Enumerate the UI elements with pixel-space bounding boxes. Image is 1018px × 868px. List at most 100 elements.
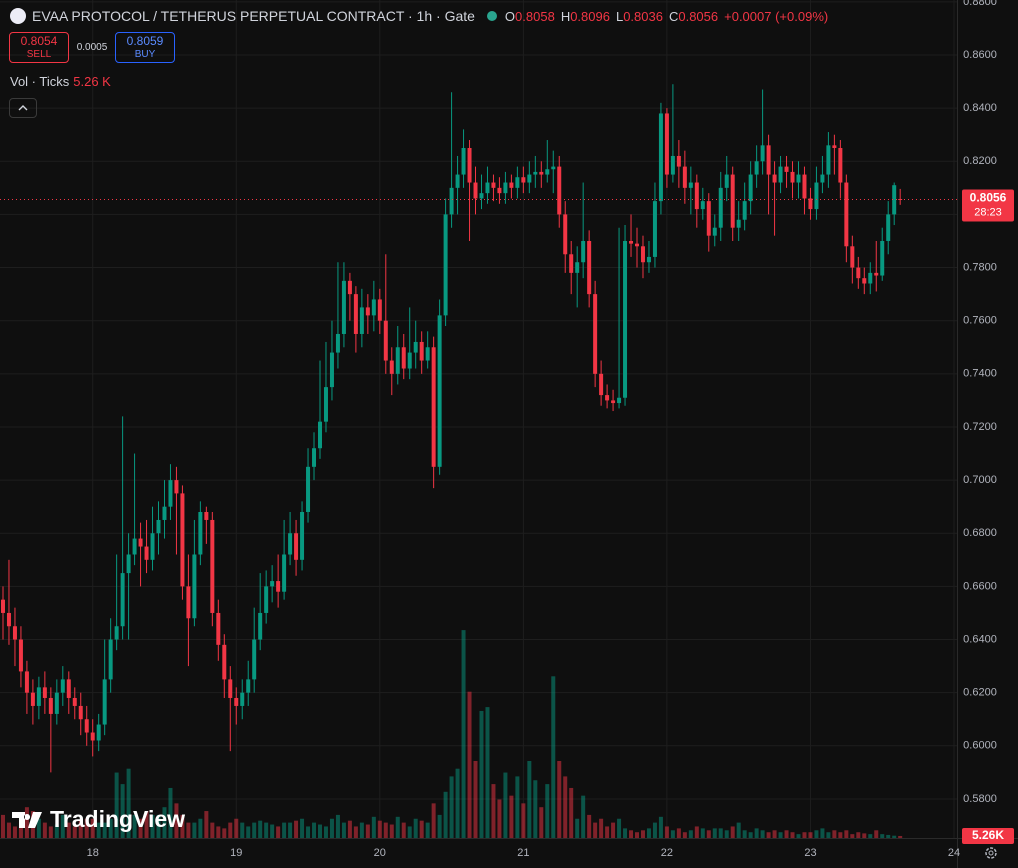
volume-bar — [12, 826, 17, 838]
volume-bar — [730, 826, 735, 838]
candle-body — [132, 538, 137, 555]
candle-body — [587, 240, 592, 295]
candle-body — [754, 161, 759, 175]
spread: 0.0005 — [76, 42, 108, 53]
volume-bar — [820, 828, 825, 838]
buy-button[interactable]: 0.8059 BUY — [115, 32, 175, 63]
candle-body — [760, 145, 765, 162]
candle-body — [228, 679, 233, 698]
volume-bar — [216, 826, 221, 838]
candle-body — [605, 395, 610, 401]
candle-body — [174, 480, 179, 494]
volume-bar — [736, 822, 741, 838]
volume-bar — [796, 834, 801, 838]
ohlc-key: H — [560, 8, 571, 24]
last-price-tag — [962, 189, 1014, 222]
volume-bar — [814, 830, 819, 838]
candle-body — [383, 320, 388, 361]
candle-body — [347, 280, 352, 295]
volume-bar — [180, 814, 185, 838]
volume-bar — [258, 820, 263, 838]
volume-bar — [138, 818, 143, 838]
volume-bar — [515, 776, 520, 838]
candle-body — [736, 219, 741, 228]
volume-bar — [491, 784, 496, 838]
watermark-text: TradingView — [50, 806, 186, 832]
candle-body — [766, 145, 771, 175]
volume-bar — [766, 832, 771, 838]
candle-body — [868, 272, 873, 284]
gear-icon — [985, 847, 997, 859]
volume-bar — [646, 828, 651, 838]
volume-bar — [222, 828, 227, 838]
volume-bar — [850, 834, 855, 838]
watermark-logo — [12, 811, 42, 828]
candle-body — [646, 256, 651, 263]
volume-bar — [252, 822, 257, 838]
candle-body — [880, 240, 885, 276]
countdown-label: 28:23 — [974, 206, 1002, 218]
sell-button[interactable]: 0.8054 SELL — [9, 32, 69, 63]
candle-body — [323, 387, 328, 422]
volume-bar — [347, 820, 352, 838]
volume-bar — [0, 814, 5, 838]
candle-body — [96, 724, 101, 741]
volume-bar — [497, 799, 502, 838]
candle-body — [623, 240, 628, 398]
candle-body — [282, 554, 287, 592]
ohlc-key: O — [504, 8, 516, 24]
candle-body — [306, 466, 311, 512]
buy-label: BUY — [134, 49, 156, 60]
candle-body — [694, 182, 699, 210]
candle-body — [676, 155, 681, 167]
volume-bar — [341, 822, 346, 838]
volume-bar — [461, 630, 466, 838]
symbol-title[interactable]: EVAA PROTOCOL / TETHERUS PERPETUAL CONTR… — [32, 8, 475, 24]
volume-bar — [264, 822, 269, 838]
volume-bar — [527, 761, 532, 838]
candle-body — [467, 147, 472, 183]
candle-body — [521, 177, 526, 183]
volume-bar — [84, 818, 89, 838]
volume-bar — [132, 814, 137, 838]
y-tick-label: 0.8200 — [963, 155, 997, 167]
candle-body — [431, 347, 436, 467]
volume-bar — [503, 772, 508, 838]
last-price-label: 0.8056 — [970, 191, 1007, 205]
x-tick-label: 23 — [804, 847, 816, 859]
candle-body — [730, 174, 735, 228]
buy-price: 0.8059 — [126, 34, 164, 48]
volume-bar — [42, 822, 47, 838]
candle-body — [6, 612, 11, 627]
volume-bar — [551, 676, 556, 838]
market-status — [486, 11, 497, 21]
x-tick-label: 18 — [87, 847, 99, 859]
ohlc-value: 0.8096 — [570, 8, 610, 24]
sell-label: SELL — [26, 49, 52, 60]
volume-bar — [174, 803, 179, 838]
volume-bar — [419, 820, 424, 838]
candle-body — [826, 145, 831, 175]
volume-tag-label: 5.26K — [972, 828, 1004, 842]
volume-bar — [395, 816, 400, 838]
y-tick-label: 0.8600 — [963, 49, 997, 61]
candle-body — [581, 240, 586, 263]
collapse-button[interactable] — [9, 98, 37, 118]
candle-body — [652, 201, 657, 257]
settings-button[interactable] — [985, 847, 997, 859]
volume-bar — [162, 807, 167, 838]
volume-bar — [108, 818, 113, 838]
candle-body — [300, 511, 305, 560]
candle-body — [796, 174, 801, 183]
volume-bar — [282, 822, 287, 838]
volume-bar — [306, 826, 311, 838]
volume-bar — [658, 816, 663, 838]
candle-body — [120, 573, 125, 627]
volume-bar — [880, 834, 885, 838]
candle-body — [682, 166, 687, 188]
volume-bar — [688, 830, 693, 838]
candle-body — [443, 214, 448, 316]
candle-body — [706, 201, 711, 236]
volume-bar — [808, 832, 813, 838]
